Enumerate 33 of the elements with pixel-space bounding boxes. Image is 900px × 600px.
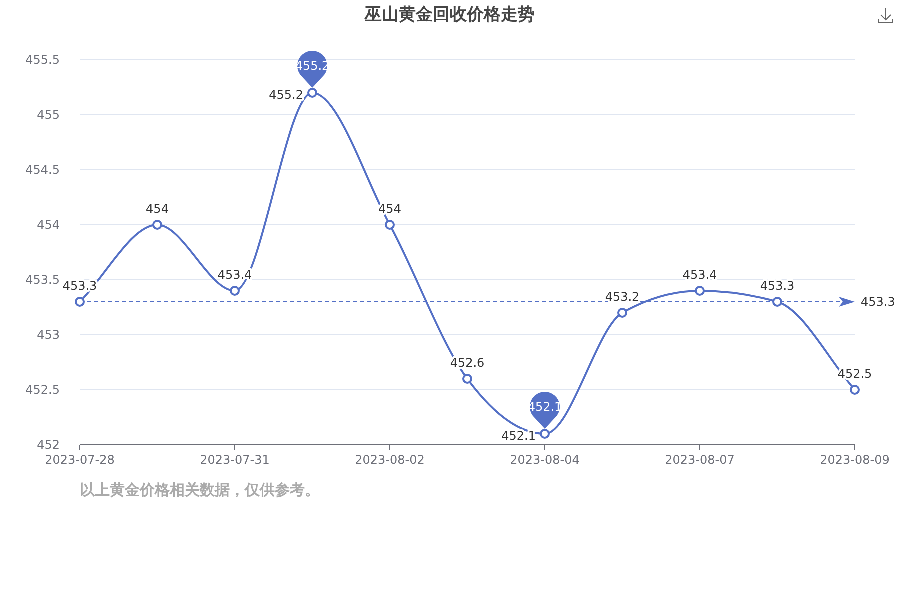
title: 巫山黄金回收价格走势 (365, 5, 535, 25)
point (850, 385, 860, 395)
point (462, 374, 472, 384)
data-label: 453.3 (760, 279, 795, 293)
x-tick-label: 2023-07-31 (200, 453, 270, 467)
y-tick-label: 454 (37, 218, 60, 232)
point (540, 429, 550, 439)
note: 以上黄金价格相关数据，仅供参考。 (80, 481, 320, 499)
point (618, 308, 628, 318)
y-tick-label: 452 (37, 438, 60, 452)
point (385, 220, 395, 230)
x-tick-label: 2023-07-28 (45, 453, 115, 467)
point (230, 286, 240, 296)
x-tick-label: 2023-08-02 (355, 453, 425, 467)
ref-line-label: 453.3 (861, 295, 896, 309)
point (695, 286, 705, 296)
y-tick-label: 453 (37, 328, 60, 342)
y-tick-label: 452.5 (26, 383, 60, 397)
y-tick-label: 455.5 (26, 53, 60, 67)
data-label: 455.2 (269, 88, 304, 102)
x-tick-label: 2023-08-09 (820, 453, 890, 467)
y-tick-label: 455 (37, 108, 60, 122)
point (152, 220, 162, 230)
point (772, 297, 782, 307)
y-tick-label: 453.5 (26, 273, 60, 287)
x-tick-label: 2023-08-07 (665, 453, 735, 467)
data-label: 453.4 (682, 268, 718, 282)
y-tick-label: 454.5 (26, 163, 60, 177)
data-label: 453.2 (605, 290, 640, 304)
data-label: 452.1 (502, 429, 536, 443)
point (308, 88, 318, 98)
x-tick-label: 2023-08-04 (510, 453, 580, 467)
data-label: 454 (146, 202, 169, 216)
